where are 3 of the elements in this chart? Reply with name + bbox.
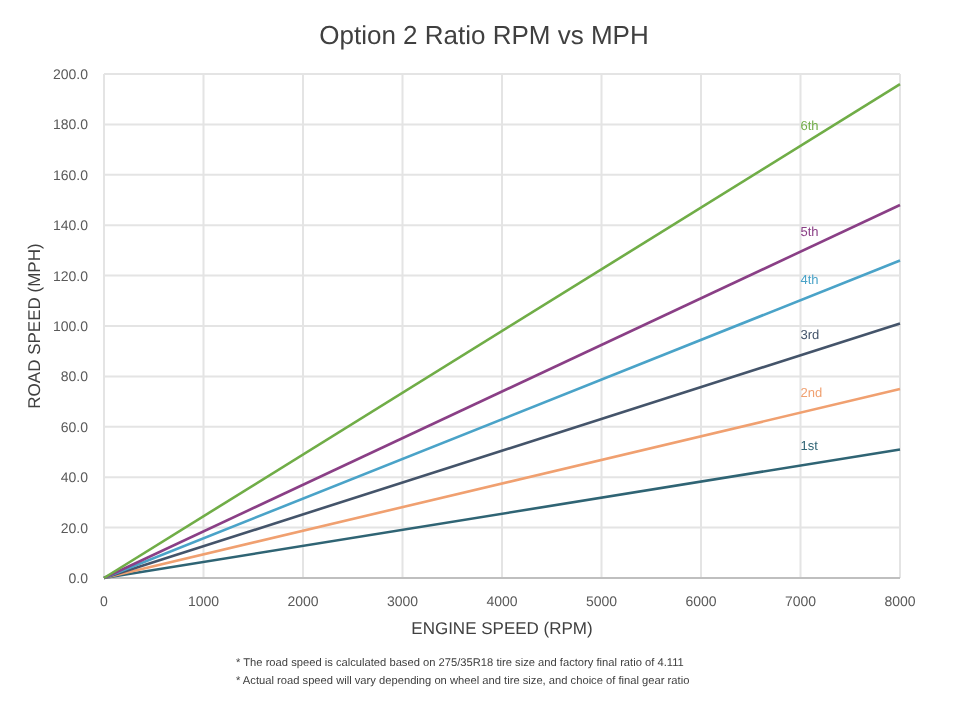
chart-title: Option 2 Ratio RPM vs MPH — [319, 20, 649, 50]
y-axis-title: ROAD SPEED (MPH) — [24, 243, 44, 409]
x-axis-title: ENGINE SPEED (RPM) — [411, 618, 594, 638]
